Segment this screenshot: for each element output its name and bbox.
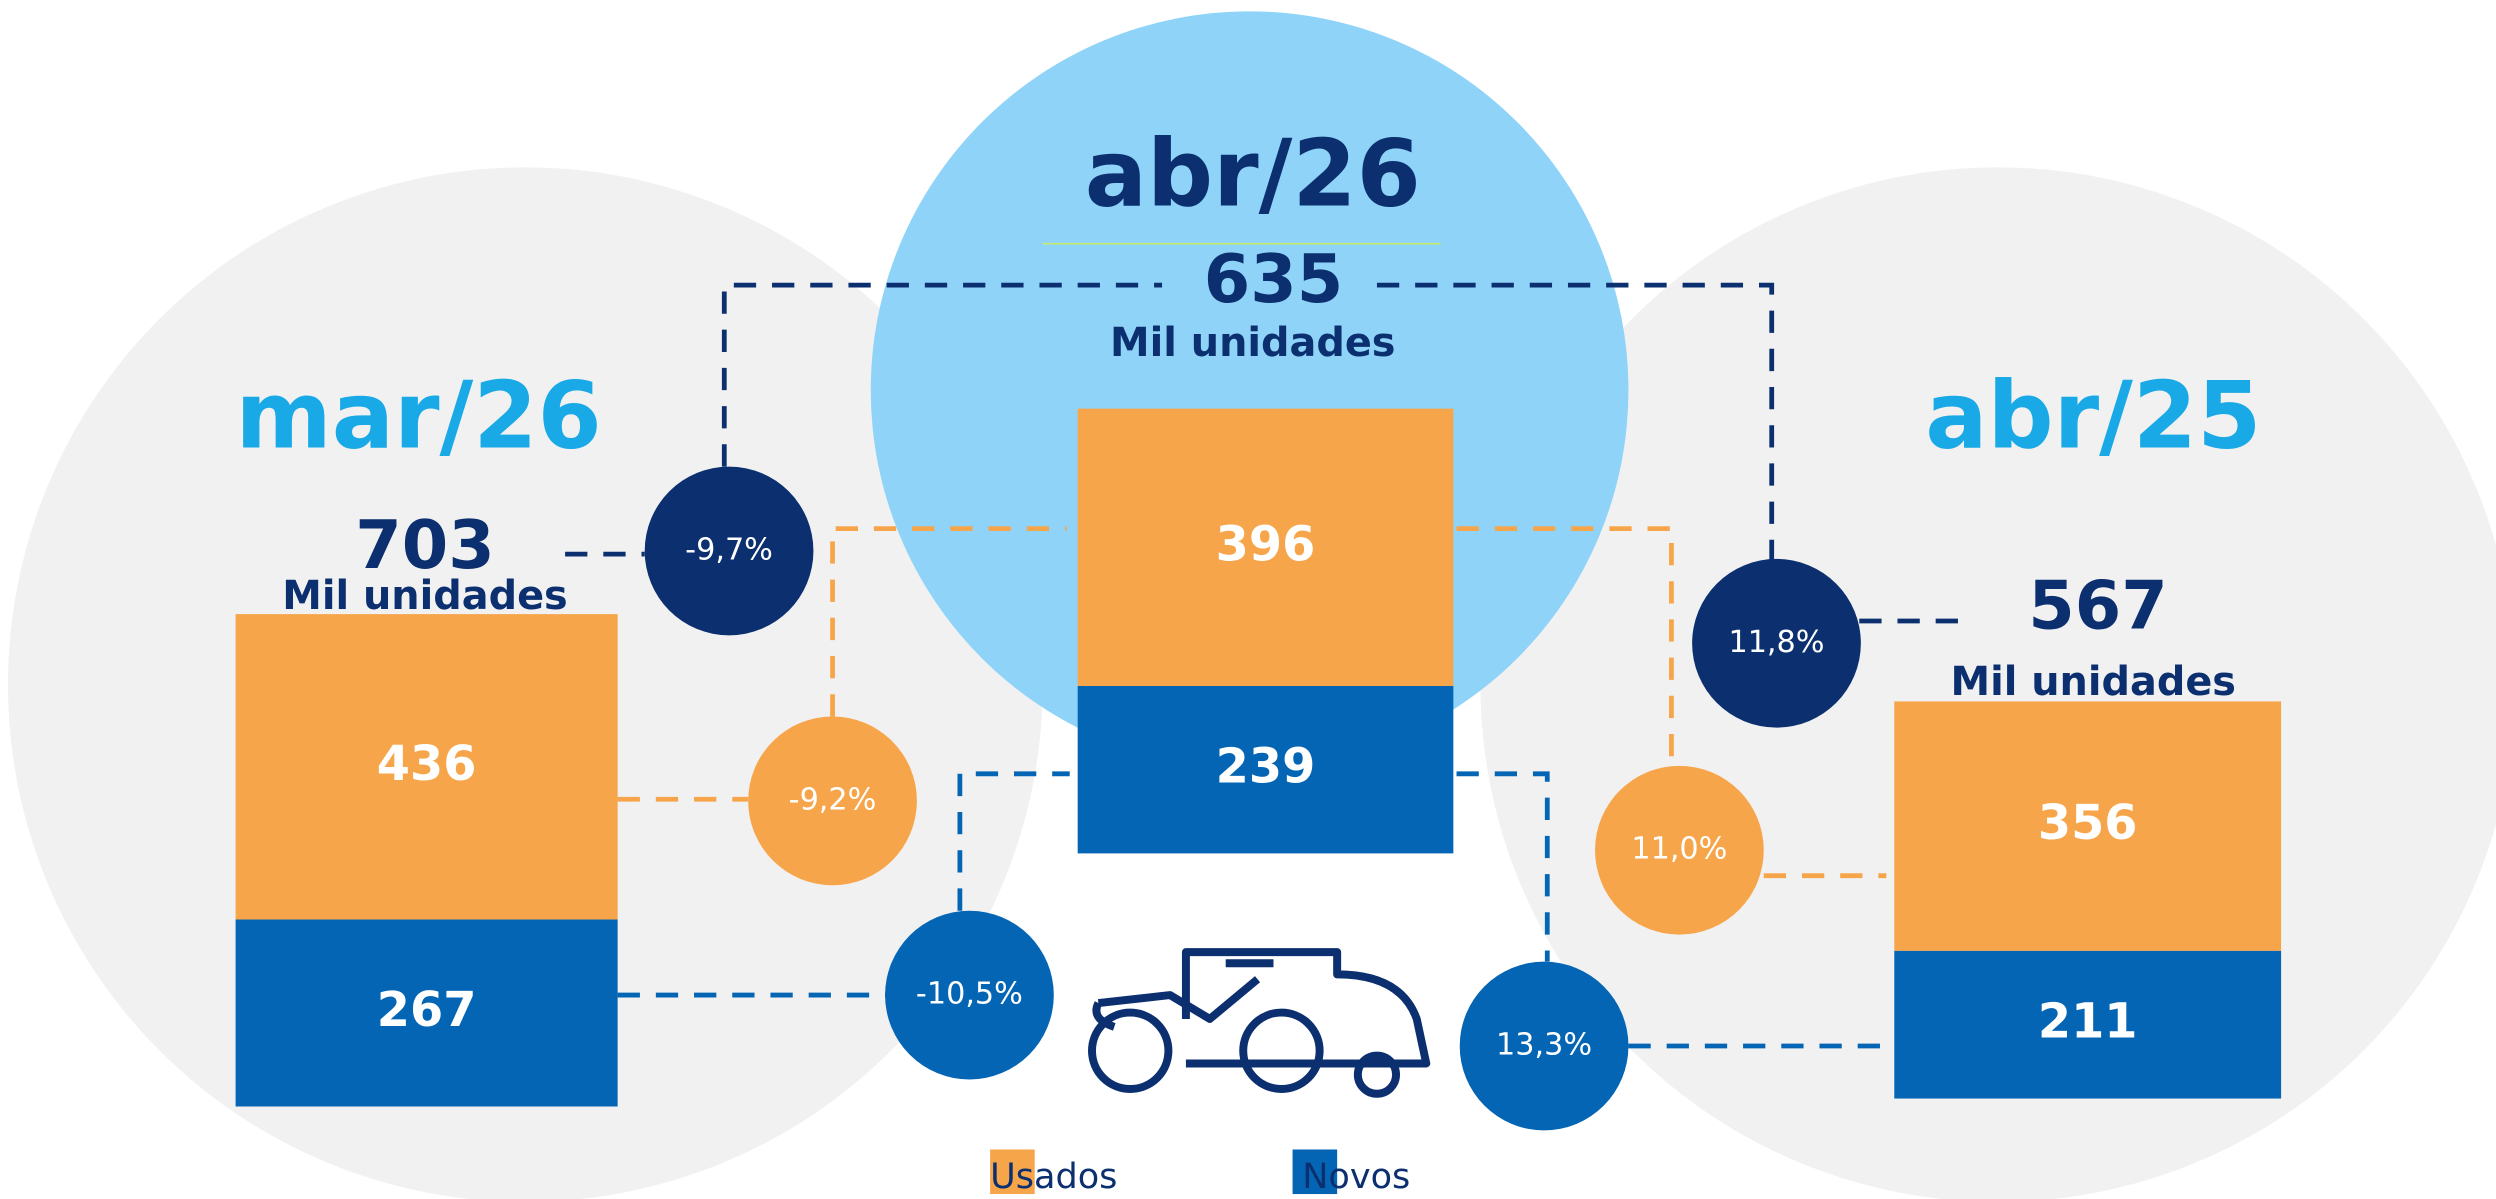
bar-value-label: 396 — [1216, 517, 1316, 572]
total-unit: Mil unidades — [1951, 659, 2236, 705]
variation-label: -10,5% — [916, 977, 1023, 1012]
legend-label: Usados — [990, 1156, 1117, 1197]
variation-badge — [644, 466, 814, 636]
bar-value-label: 356 — [2038, 796, 2138, 851]
variation-badge — [748, 716, 917, 886]
period-title: abr/25 — [1925, 361, 2261, 469]
variation-badge — [1459, 961, 1629, 1131]
legend-swatch — [990, 1149, 1035, 1195]
variation-label: 11,8% — [1728, 625, 1824, 660]
connector — [721, 282, 1775, 561]
legend-label: Novos — [1302, 1156, 1410, 1197]
total-value: 635 — [1204, 240, 1344, 318]
bar-value-label: 211 — [2038, 995, 2138, 1050]
bar-segment — [1894, 950, 2282, 1099]
variation-label: -9,2% — [789, 782, 877, 817]
bar-value-label: 267 — [377, 983, 477, 1038]
bar-value-label: 239 — [1216, 740, 1316, 795]
total-value: 703 — [355, 506, 495, 584]
variation-label: -9,7% — [685, 532, 773, 567]
bar-segment — [235, 614, 618, 920]
connector — [617, 771, 1887, 1049]
period-title: mar/26 — [236, 361, 602, 469]
connector — [565, 551, 1966, 624]
vehicle-icon — [1088, 948, 1431, 1098]
variation-badge — [1692, 558, 1861, 728]
bar-segment — [1077, 408, 1454, 687]
variation-badge — [885, 910, 1054, 1080]
legend-swatch — [1292, 1149, 1338, 1195]
total-unit: Mil unidades — [1110, 320, 1395, 366]
bar-value-label: 436 — [377, 737, 477, 792]
bar-segment — [1077, 686, 1454, 854]
variation-badge — [1595, 765, 1764, 935]
total-unit: Mil unidades — [282, 573, 567, 619]
bar-segment — [1894, 701, 2282, 951]
bar-segment — [235, 919, 618, 1107]
variation-label: 11,0% — [1631, 832, 1727, 867]
variation-label: 13,3% — [1496, 1028, 1592, 1063]
period-title: abr/26 — [1085, 119, 1421, 227]
total-value: 567 — [2028, 566, 2168, 644]
